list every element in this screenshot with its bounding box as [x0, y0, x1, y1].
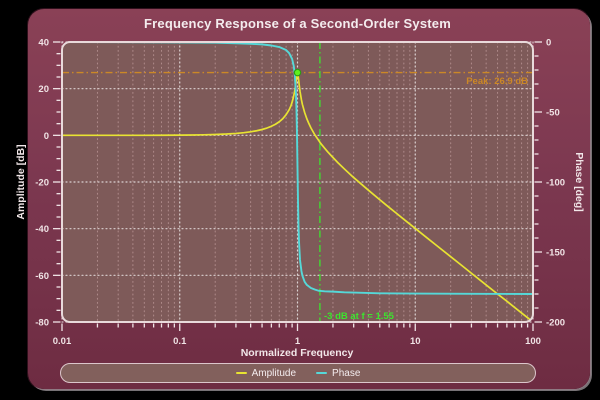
- svg-text:-100: -100: [546, 178, 565, 189]
- svg-text:-20: -20: [35, 178, 49, 189]
- svg-text:-60: -60: [35, 271, 49, 282]
- svg-text:0.1: 0.1: [173, 336, 187, 347]
- legend-item-amplitude: Amplitude: [235, 367, 297, 379]
- phase-curve: [62, 42, 533, 295]
- tick-labels: 0.01 0.1 1 10 100 40 20 0 -20 -40 -60 -80 0 -50 -100 -1…: [35, 38, 565, 348]
- chart-title: Frequency Response of a Second-Order Sys…: [144, 16, 451, 31]
- legend: Amplitude Phase: [60, 363, 536, 383]
- svg-text:100: 100: [525, 336, 541, 347]
- phase-legend-swatch: [316, 372, 328, 374]
- series-curves: [62, 42, 533, 322]
- svg-text:0: 0: [546, 38, 551, 49]
- peak-marker-group: [293, 68, 302, 77]
- plot-border: [61, 41, 534, 323]
- svg-text:-150: -150: [546, 248, 565, 259]
- phase-legend-label: Phase: [332, 367, 361, 379]
- svg-text:-80: -80: [35, 318, 49, 329]
- axis-ticks: [53, 41, 542, 331]
- amplitude-legend-swatch: [235, 372, 247, 374]
- svg-text:0: 0: [44, 131, 49, 142]
- svg-text:40: 40: [38, 38, 49, 49]
- peak-annotation-label: Peak: 26.9 dB: [466, 76, 528, 87]
- svg-text:-200: -200: [546, 318, 565, 329]
- amplitude-legend-label: Amplitude: [251, 367, 297, 379]
- svg-text:20: 20: [38, 84, 49, 95]
- amplitude-curve: [62, 71, 533, 322]
- cutoff-annotation-label: -3 dB at f = 1.55: [324, 311, 395, 322]
- svg-text:10: 10: [410, 336, 421, 347]
- svg-text:-40: -40: [35, 224, 49, 235]
- svg-text:0.01: 0.01: [53, 336, 72, 347]
- x-axis-title: Normalized Frequency: [241, 347, 354, 359]
- left-axis-title: Amplitude [dB]: [15, 144, 27, 219]
- svg-text:-50: -50: [546, 108, 560, 119]
- peak-marker: [293, 68, 302, 77]
- right-axis-title: Phase [deg]: [573, 152, 585, 212]
- svg-text:1: 1: [295, 336, 301, 347]
- legend-item-phase: Phase: [316, 368, 360, 379]
